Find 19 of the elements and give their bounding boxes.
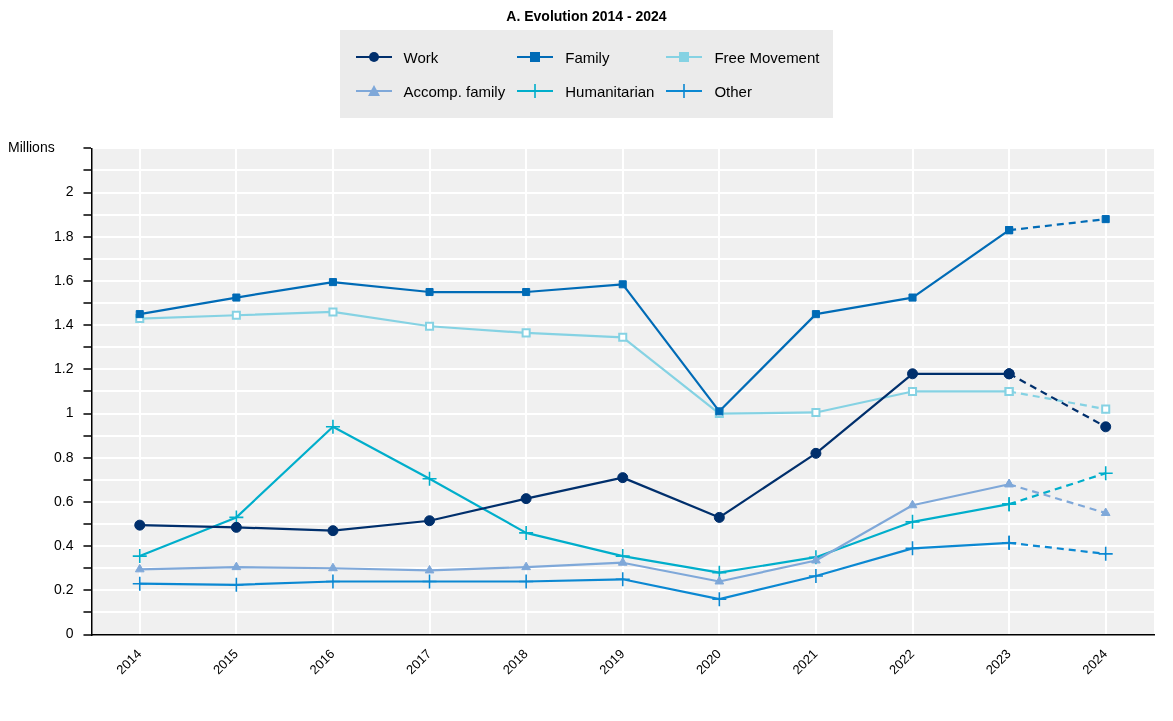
y-tick-label: 1.2 bbox=[53, 360, 74, 377]
y-tick-label: 2 bbox=[65, 183, 74, 200]
y-tick-label: 1.8 bbox=[53, 227, 74, 244]
chart-title: A. Evolution 2014 - 2024 bbox=[505, 8, 668, 24]
y-tick-label: 1 bbox=[65, 404, 74, 421]
y-axis-title: Millions bbox=[8, 139, 55, 156]
y-tick-label: 1.6 bbox=[53, 271, 74, 288]
legend-label: Accomp. family bbox=[403, 82, 506, 100]
y-tick-label: 1.4 bbox=[53, 316, 74, 333]
legend-label: Work bbox=[403, 48, 439, 66]
legend-label: Other bbox=[714, 82, 752, 100]
y-tick-label: 0 bbox=[65, 625, 74, 642]
legend-label: Free Movement bbox=[714, 48, 820, 66]
y-tick-label: 0.6 bbox=[53, 492, 74, 509]
y-tick-label: 0.4 bbox=[53, 536, 74, 553]
legend-label: Family bbox=[565, 48, 610, 66]
y-tick-label: 0.2 bbox=[53, 581, 74, 598]
y-tick-label: 0.8 bbox=[53, 448, 74, 465]
legend-label: Humanitarian bbox=[565, 82, 655, 100]
